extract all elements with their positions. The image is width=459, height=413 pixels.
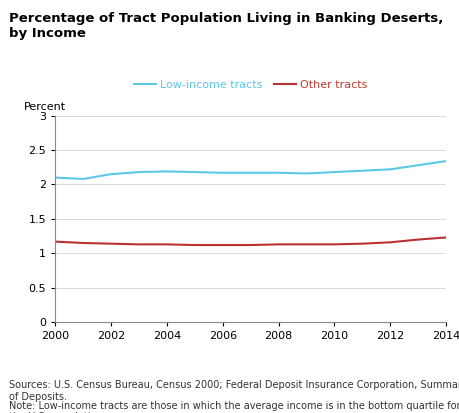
Other tracts <box>108 241 113 246</box>
Other tracts <box>80 240 86 245</box>
Low-income tracts <box>275 170 281 175</box>
Low-income tracts <box>192 170 197 175</box>
Low-income tracts <box>387 167 392 172</box>
Low-income tracts <box>80 176 86 181</box>
Other tracts <box>331 242 336 247</box>
Low-income tracts <box>414 163 420 168</box>
Line: Other tracts: Other tracts <box>55 237 445 245</box>
Other tracts <box>359 241 364 246</box>
Other tracts <box>136 242 141 247</box>
Legend: Low-income tracts, Other tracts: Low-income tracts, Other tracts <box>129 76 371 95</box>
Text: Percentage of Tract Population Living in Banking Deserts,
by Income: Percentage of Tract Population Living in… <box>9 12 442 40</box>
Other tracts <box>192 242 197 247</box>
Low-income tracts <box>359 168 364 173</box>
Other tracts <box>52 239 58 244</box>
Other tracts <box>414 237 420 242</box>
Low-income tracts <box>247 170 253 175</box>
Line: Low-income tracts: Low-income tracts <box>55 161 445 179</box>
Low-income tracts <box>442 159 448 164</box>
Text: Note: Low-income tracts are those in which the average income is in the bottom q: Note: Low-income tracts are those in whi… <box>9 401 459 413</box>
Other tracts <box>442 235 448 240</box>
Other tracts <box>164 242 169 247</box>
Other tracts <box>247 242 253 247</box>
Low-income tracts <box>52 175 58 180</box>
Low-income tracts <box>303 171 308 176</box>
Text: Sources: U.S. Census Bureau, Census 2000; Federal Deposit Insurance Corporation,: Sources: U.S. Census Bureau, Census 2000… <box>9 380 459 401</box>
Low-income tracts <box>108 172 113 177</box>
Other tracts <box>387 240 392 245</box>
Low-income tracts <box>219 170 225 175</box>
Low-income tracts <box>136 170 141 175</box>
Other tracts <box>219 242 225 247</box>
Low-income tracts <box>164 169 169 174</box>
Other tracts <box>303 242 308 247</box>
Other tracts <box>275 242 281 247</box>
Y-axis label: Percent: Percent <box>24 102 66 112</box>
Low-income tracts <box>331 170 336 175</box>
